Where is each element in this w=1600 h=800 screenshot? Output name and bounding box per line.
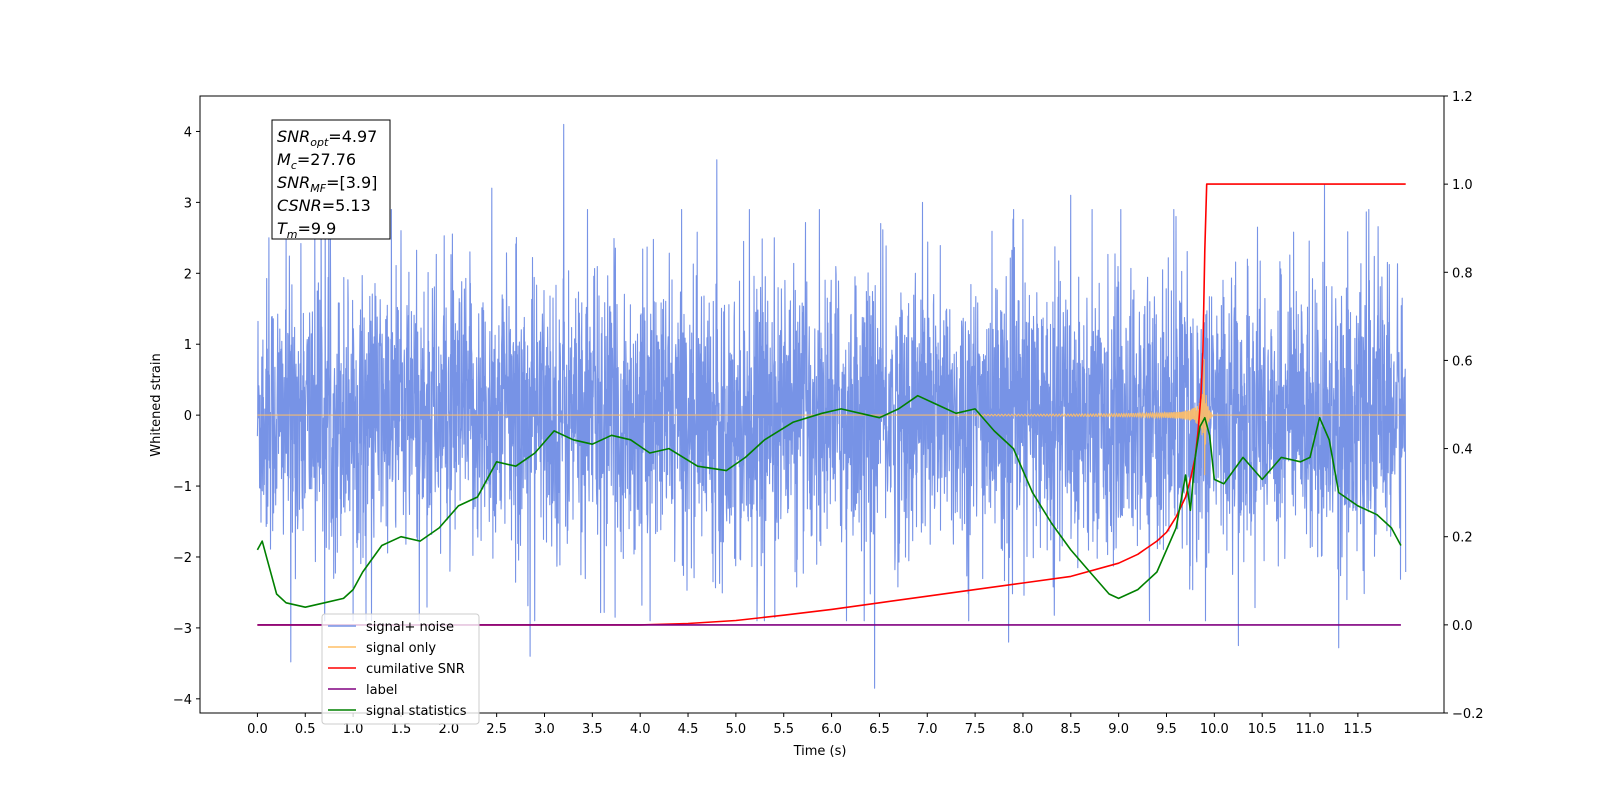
x-tick-label: 5.5 <box>773 722 794 737</box>
annotation-line: SNRopt=4.97 <box>277 127 377 149</box>
x-axis: 0.0 0.5 1.0 1.5 2.0 2.5 3.0 3.5 4.0 4.5 5.0 5.5 6.0 6… <box>247 713 1372 737</box>
y-axis-right: −0.2 0.0 0.2 0.4 0.6 0.8 1.0 1.2 <box>1444 90 1484 722</box>
x-tick-label: 9.5 <box>1156 722 1177 737</box>
annotation-line: Tm=9.9 <box>277 219 336 241</box>
x-tick-label: 10.5 <box>1248 722 1277 737</box>
x-tick-label: 8.5 <box>1060 722 1081 737</box>
x-axis-label: Time (s) <box>793 744 847 759</box>
series-cumulative-snr <box>257 183 1406 626</box>
y-tick-label: −4 <box>173 693 192 708</box>
x-tick-label: 8.0 <box>1013 722 1034 737</box>
x-tick-label: 3.5 <box>582 722 603 737</box>
series-signal-only <box>257 359 1406 476</box>
x-tick-label: 10.0 <box>1200 722 1229 737</box>
y2-tick-label: 0.0 <box>1452 619 1473 634</box>
x-tick-label: 9.0 <box>1108 722 1129 737</box>
legend-frame <box>321 613 480 725</box>
annotation-line: Mc=27.76 <box>277 150 356 172</box>
x-tick-label: 11.0 <box>1296 722 1325 737</box>
y2-tick-label: 1.2 <box>1452 90 1473 105</box>
x-tick-label: 2.0 <box>438 722 459 737</box>
y-axis-left: −4 −3 −2 −1 0 1 2 3 4 <box>173 125 200 708</box>
y-tick-label: 1 <box>184 338 192 353</box>
x-tick-label: 6.0 <box>821 722 842 737</box>
y2-tick-label: −0.2 <box>1452 707 1484 722</box>
y-tick-label: 2 <box>184 267 192 282</box>
y2-tick-label: 0.6 <box>1452 354 1473 369</box>
x-tick-label: 0.5 <box>295 722 316 737</box>
y-tick-label: −1 <box>173 480 192 495</box>
x-tick-label: 7.0 <box>917 722 938 737</box>
y-tick-label: 4 <box>184 125 192 140</box>
series-signal-noise <box>256 123 1407 689</box>
y2-tick-label: 0.4 <box>1452 443 1473 458</box>
annotation-line: SNRMF=[3.9] <box>277 173 377 195</box>
x-tick-label: 1.5 <box>391 722 412 737</box>
x-tick-label: 4.0 <box>630 722 651 737</box>
x-tick-label: 3.0 <box>534 722 555 737</box>
legend-label: cumilative SNR <box>366 662 465 677</box>
legend: signal+ noise signal only cumilative SNR la… <box>321 613 480 725</box>
annotation-frame <box>271 119 391 240</box>
x-tick-label: 2.5 <box>486 722 507 737</box>
y-axis-label: Whitened strain <box>149 353 164 456</box>
x-tick-label: 4.5 <box>678 722 699 737</box>
legend-label: signal only <box>366 641 436 656</box>
series-signal-statistics <box>256 394 1402 609</box>
y2-tick-label: 1.0 <box>1452 178 1473 193</box>
legend-label: signal statistics <box>366 704 467 719</box>
legend-label: signal+ noise <box>366 620 454 635</box>
x-tick-label: 0.0 <box>247 722 268 737</box>
annotation-line: CSNR=5.13 <box>277 196 371 215</box>
x-tick-label: 5.0 <box>726 722 747 737</box>
y-tick-label: 3 <box>184 196 192 211</box>
plot-area <box>256 123 1407 689</box>
y-tick-label: 0 <box>184 409 192 424</box>
x-tick-label: 1.0 <box>343 722 364 737</box>
y2-tick-label: 0.8 <box>1452 266 1473 281</box>
y-tick-label: −3 <box>173 622 192 637</box>
x-tick-label: 6.5 <box>869 722 890 737</box>
y-tick-label: −2 <box>173 551 192 566</box>
y2-tick-label: 0.2 <box>1452 531 1473 546</box>
x-tick-label: 7.5 <box>965 722 986 737</box>
x-tick-label: 11.5 <box>1343 722 1372 737</box>
axes-frame <box>199 95 1445 714</box>
legend-label: label <box>366 683 397 698</box>
